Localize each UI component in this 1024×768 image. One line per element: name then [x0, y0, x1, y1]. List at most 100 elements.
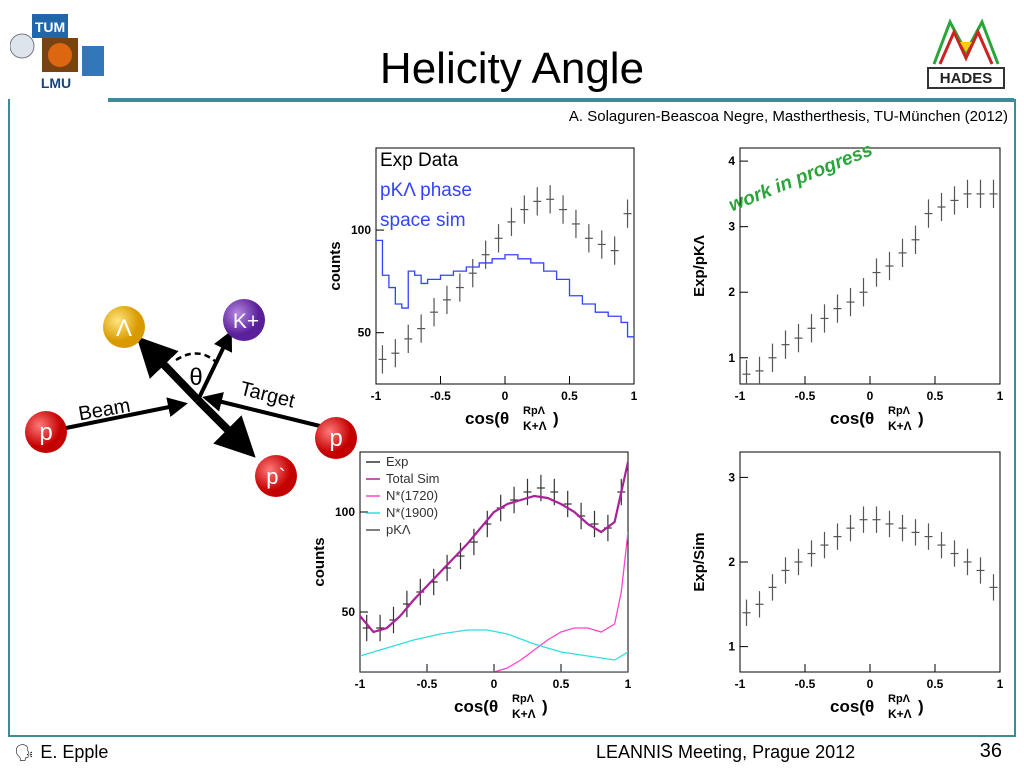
y-tick-label: 3 — [728, 470, 735, 484]
x-tick-label: -0.5 — [417, 677, 438, 691]
y-tick-label: 50 — [358, 326, 372, 340]
x-axis-label-superscript: RpΛ — [888, 405, 911, 417]
content-frame — [8, 99, 1016, 737]
x-axis-label-superscript: RpΛ — [512, 693, 535, 705]
kplus-symbol: K+ — [233, 310, 259, 333]
x-tick-label: 1 — [997, 677, 1004, 691]
plot-area — [742, 179, 998, 384]
plot-frame — [739, 451, 1001, 673]
y-axis-label: Exp/Sim — [691, 532, 708, 591]
y-tick-label: 1 — [728, 351, 735, 365]
helicity-diagram: θ Beam Target Λ K+ p p p` — [25, 299, 357, 497]
outgoing-proton-symbol: p` — [266, 464, 286, 489]
series-pk-phase-space-sim — [376, 239, 634, 338]
x-axis-label-close: ) — [553, 409, 559, 428]
target-arrow — [202, 392, 329, 430]
x-tick-label: 0 — [502, 389, 509, 403]
beam-arrow — [65, 397, 188, 430]
x-axis-label-superscript: RpΛ — [523, 405, 546, 417]
kplus-particle — [223, 299, 265, 341]
y-tick-label: 3 — [728, 220, 735, 234]
legend-entry: space sim — [380, 210, 466, 231]
series-exp-data — [378, 185, 632, 374]
x-tick-label: -1 — [735, 389, 746, 403]
x-tick-label: -1 — [735, 677, 746, 691]
legend-entry: pKΛ phase — [380, 180, 472, 201]
legend: Exp Data pKΛ phase space sim — [380, 150, 472, 231]
beam-label: Beam — [77, 395, 132, 426]
hades-logo-text: HADES — [940, 70, 993, 87]
legend-entry: Total Sim — [386, 471, 439, 486]
lambda-particle — [103, 306, 145, 348]
chart-exp-vs-total-sim: -1 -0.5 0 0.5 1 50 100 counts cos(θ RpΛ K+Λ) Exp Tot… — [311, 451, 632, 721]
x-tick-label: 1 — [625, 677, 632, 691]
x-axis-label-subscript: K+Λ — [523, 419, 547, 433]
legend-entry: Exp Data — [380, 150, 459, 171]
x-tick-label: 0 — [491, 677, 498, 691]
x-axis-label-subscript: K+Λ — [888, 707, 912, 721]
legend-entry: N*(1720) — [386, 488, 438, 503]
title-divider — [108, 98, 1014, 102]
theta-label: θ — [189, 364, 202, 391]
y-tick-label: 2 — [728, 555, 735, 569]
y-axis-label: Exp/pKΛ — [691, 235, 708, 297]
x-axis-label-close: ) — [918, 697, 924, 716]
x-tick-label: 1 — [631, 389, 638, 403]
y-tick-label: 1 — [728, 640, 735, 654]
y-tick-label: 100 — [335, 505, 355, 519]
legend-entry: N*(1900) — [386, 505, 438, 520]
plot-frame — [359, 451, 629, 673]
chart-exp-over-sim: -1 -0.5 0 0.5 1 1 2 3 Exp/Sim cos(θ RpΛ K+Λ) — [691, 451, 1004, 721]
x-tick-label: 0 — [867, 389, 874, 403]
speaker-icon: 🗣 — [14, 744, 35, 762]
beam-proton — [25, 411, 67, 453]
footer-author: 🗣 E. Epple — [14, 742, 108, 763]
x-tick-label: -0.5 — [430, 389, 451, 403]
x-tick-label: 0.5 — [561, 389, 578, 403]
legend-entry: Exp — [386, 454, 408, 469]
x-axis-label: cos(θ — [830, 409, 874, 428]
footer-meeting: LEANNIS Meeting, Prague 2012 — [596, 742, 856, 762]
x-tick-label: -1 — [371, 389, 382, 403]
x-axis-label-close: ) — [542, 697, 548, 716]
beam-proton-symbol: p — [39, 419, 52, 446]
tum-lmu-logo: TUM LMU — [10, 14, 104, 91]
plot-frame — [375, 147, 635, 385]
theta-arc — [175, 352, 217, 363]
x-tick-label: 0 — [867, 677, 874, 691]
x-tick-label: -0.5 — [795, 677, 816, 691]
plot-area — [742, 506, 998, 626]
x-tick-label: 1 — [997, 389, 1004, 403]
x-axis-label-subscript: K+Λ — [512, 707, 536, 721]
x-tick-label: 0.5 — [553, 677, 570, 691]
series-total-sim — [360, 461, 628, 634]
slide-title: Helicity Angle — [379, 44, 645, 93]
series-exp-sim — [742, 506, 998, 626]
target-proton — [315, 417, 357, 459]
x-tick-label: 0.5 — [927, 389, 944, 403]
y-tick-label: 50 — [342, 605, 356, 619]
citation: A. Solaguren-Beascoa Negre, Mastherthesi… — [568, 108, 1008, 125]
legend-entry: pKΛ — [386, 522, 411, 537]
plot-area — [376, 185, 634, 374]
y-axis-label: counts — [327, 241, 344, 290]
page-number: 36 — [979, 740, 1002, 762]
lambda-arrow — [136, 336, 201, 403]
x-tick-label: 0.5 — [927, 677, 944, 691]
x-axis-label: cos(θ — [830, 697, 874, 716]
series-n-1900- — [360, 629, 628, 661]
series-n-1720- — [360, 531, 628, 672]
plot-area — [360, 461, 628, 672]
chart-exp-vs-phase-space: -1 -0.5 0 0.5 1 50 100 counts cos(θ RpΛ K+Λ) Exp Da… — [327, 147, 638, 433]
y-tick-label: 4 — [728, 154, 735, 168]
y-tick-label: 100 — [351, 223, 371, 237]
y-tick-label: 2 — [728, 285, 735, 299]
outgoing-proton — [255, 455, 297, 497]
hades-logo: HADES — [927, 18, 1005, 89]
x-tick-label: -0.5 — [795, 389, 816, 403]
x-tick-label: -1 — [355, 677, 366, 691]
series-exp-pk- — [742, 179, 998, 384]
lmu-logo-text: LMU — [41, 75, 71, 91]
x-axis-label: cos(θ — [454, 697, 498, 716]
x-axis-label-superscript: RpΛ — [888, 693, 911, 705]
